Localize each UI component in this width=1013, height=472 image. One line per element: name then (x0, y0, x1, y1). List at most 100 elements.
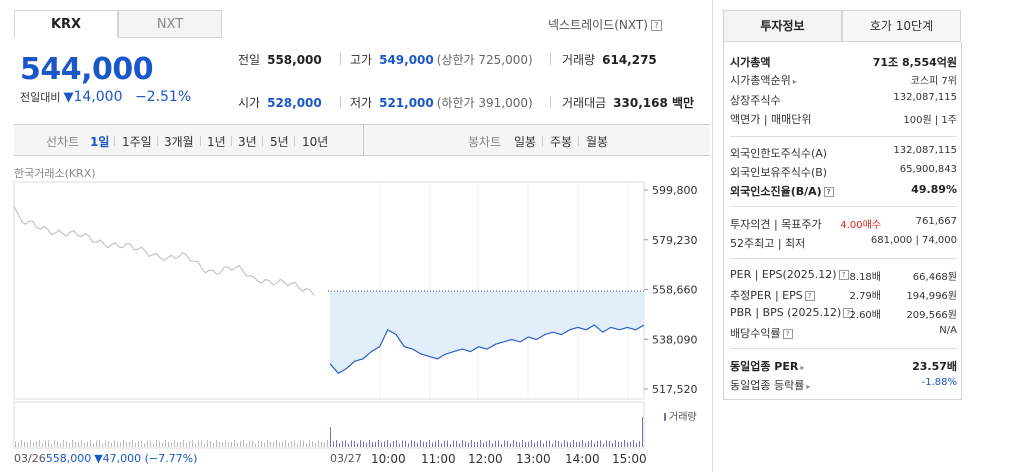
volume-bar (186, 442, 187, 447)
volume-frame (13, 401, 645, 449)
volume-bar (171, 442, 172, 447)
opinion-row: 투자의견 | 목표주가 4.00매수 761,667 (730, 216, 957, 231)
volume-bar (261, 441, 262, 447)
volume-bar (591, 440, 592, 447)
volume-bar (102, 443, 103, 447)
volume-bar (522, 440, 523, 447)
nxt-link[interactable]: 넥스트레이드(NXT)? (548, 16, 662, 33)
volume-bar (120, 442, 121, 447)
volume-bar (123, 440, 124, 447)
prev-date: 03/26 (14, 452, 46, 465)
volume-bar (249, 440, 250, 447)
volume-bar (246, 443, 247, 447)
volume-bar (345, 440, 346, 447)
volume-bar (129, 441, 130, 447)
period-3m[interactable]: 3개월 (164, 135, 194, 149)
volume-bar (192, 440, 193, 447)
candle-weekly[interactable]: 주봉 (550, 135, 573, 149)
x-tick-12: 12:00 (468, 452, 503, 466)
volume-bar (21, 440, 22, 447)
volume-bar (252, 440, 253, 447)
volume-bar (450, 443, 451, 447)
tab-investment-info[interactable]: 투자정보 (723, 10, 842, 42)
volume-bar (36, 441, 37, 447)
volume-bar (447, 440, 448, 447)
candle-daily[interactable]: 일봉 (514, 135, 537, 149)
period-1y[interactable]: 1년 (207, 135, 226, 149)
volume-bar (294, 440, 295, 447)
prev-close: 전일 558,000 (238, 53, 322, 67)
volume-bar (333, 441, 334, 447)
volume-bar (366, 442, 367, 447)
volume-bar (195, 443, 196, 447)
volume-bar (636, 442, 637, 447)
pbr-row: PBR | BPS (2025.12)? 2.60배 209,566원 (730, 306, 957, 321)
volume-bar (618, 441, 619, 447)
market-tabs: KRX NXT (14, 10, 222, 38)
volume-bar (306, 443, 307, 447)
help-icon[interactable]: ? (843, 308, 854, 318)
tab-nxt[interactable]: NXT (118, 10, 222, 38)
volume-bar (390, 443, 391, 447)
tab-orderbook[interactable]: 호가 10단계 (842, 10, 961, 42)
volume-bar (177, 442, 178, 447)
period-3y[interactable]: 3년 (238, 135, 257, 149)
y-tick-label: 538,090 (652, 333, 698, 346)
est-per-row: 추정PER | EPS? 2.79배 194,996원 (730, 289, 957, 302)
volume-bar (486, 441, 487, 447)
volume-bar (342, 440, 343, 447)
volume-bar (570, 442, 571, 447)
period-1w[interactable]: 1주일 (122, 135, 152, 149)
volume-bar (240, 441, 241, 447)
help-icon[interactable]: ? (650, 20, 662, 31)
period-5y[interactable]: 5년 (270, 135, 289, 149)
help-icon[interactable]: ? (804, 291, 815, 301)
volume-bar (105, 440, 106, 447)
period-1d[interactable]: 1일 (90, 135, 110, 149)
volume-bar (396, 440, 397, 447)
volume-bar (114, 440, 115, 447)
period-10y[interactable]: 10년 (302, 135, 329, 149)
volume-bar (84, 442, 85, 447)
chevron-right-icon: ▸ (792, 77, 797, 86)
volume-bar (603, 443, 604, 447)
volume-bar (369, 440, 370, 447)
foreign-hold-row: 외국인보유주식수(B) 65,900,843 (730, 164, 957, 179)
volume-bar (357, 443, 358, 447)
volume-bar (354, 440, 355, 447)
volume-bar (363, 441, 364, 447)
tab-krx[interactable]: KRX (14, 10, 118, 38)
volume-bar (339, 443, 340, 447)
price-chart[interactable]: 599,800 579,230 558,660 538,090 517,520 (0, 175, 712, 450)
cap-rank-row[interactable]: 시가총액순위 ▸ 코스피 7위 (730, 74, 957, 87)
help-icon[interactable]: ? (838, 270, 849, 280)
sector-per-row[interactable]: 동일업종 PER ▸ 23.57배 (730, 360, 957, 373)
volume-bar (564, 440, 565, 447)
volume-bar (510, 443, 511, 447)
volume-bar (231, 441, 232, 447)
change-percent: −2.51% (134, 89, 192, 105)
volume-bar (318, 440, 319, 447)
volume-bar (126, 442, 127, 447)
volume-bar (621, 442, 622, 447)
volume-bar (15, 441, 16, 447)
help-icon[interactable]: ? (782, 329, 793, 339)
volume-bar (378, 440, 379, 447)
sector-change-row[interactable]: 동일업종 등락률 ▸ -1.88% (730, 377, 957, 392)
volume-bar (543, 443, 544, 447)
current-price: 544,000 (20, 52, 154, 87)
par-row: 액면가 | 매매단위 100원 | 1주 (730, 113, 957, 126)
volume-bar (24, 441, 25, 447)
volume-bar (264, 442, 265, 447)
volume-bar (477, 441, 478, 447)
market-label: 한국거래소(KRX) (14, 167, 96, 180)
help-icon[interactable]: ? (823, 187, 834, 197)
volume-bar (165, 440, 166, 447)
x-tick-13: 13:00 (516, 452, 551, 466)
volume-bar (312, 441, 313, 447)
candle-monthly[interactable]: 월봉 (586, 135, 609, 149)
gridlines (379, 182, 629, 399)
volume-bar (99, 440, 100, 447)
volume-bar (42, 443, 43, 447)
volume-bar (39, 440, 40, 447)
